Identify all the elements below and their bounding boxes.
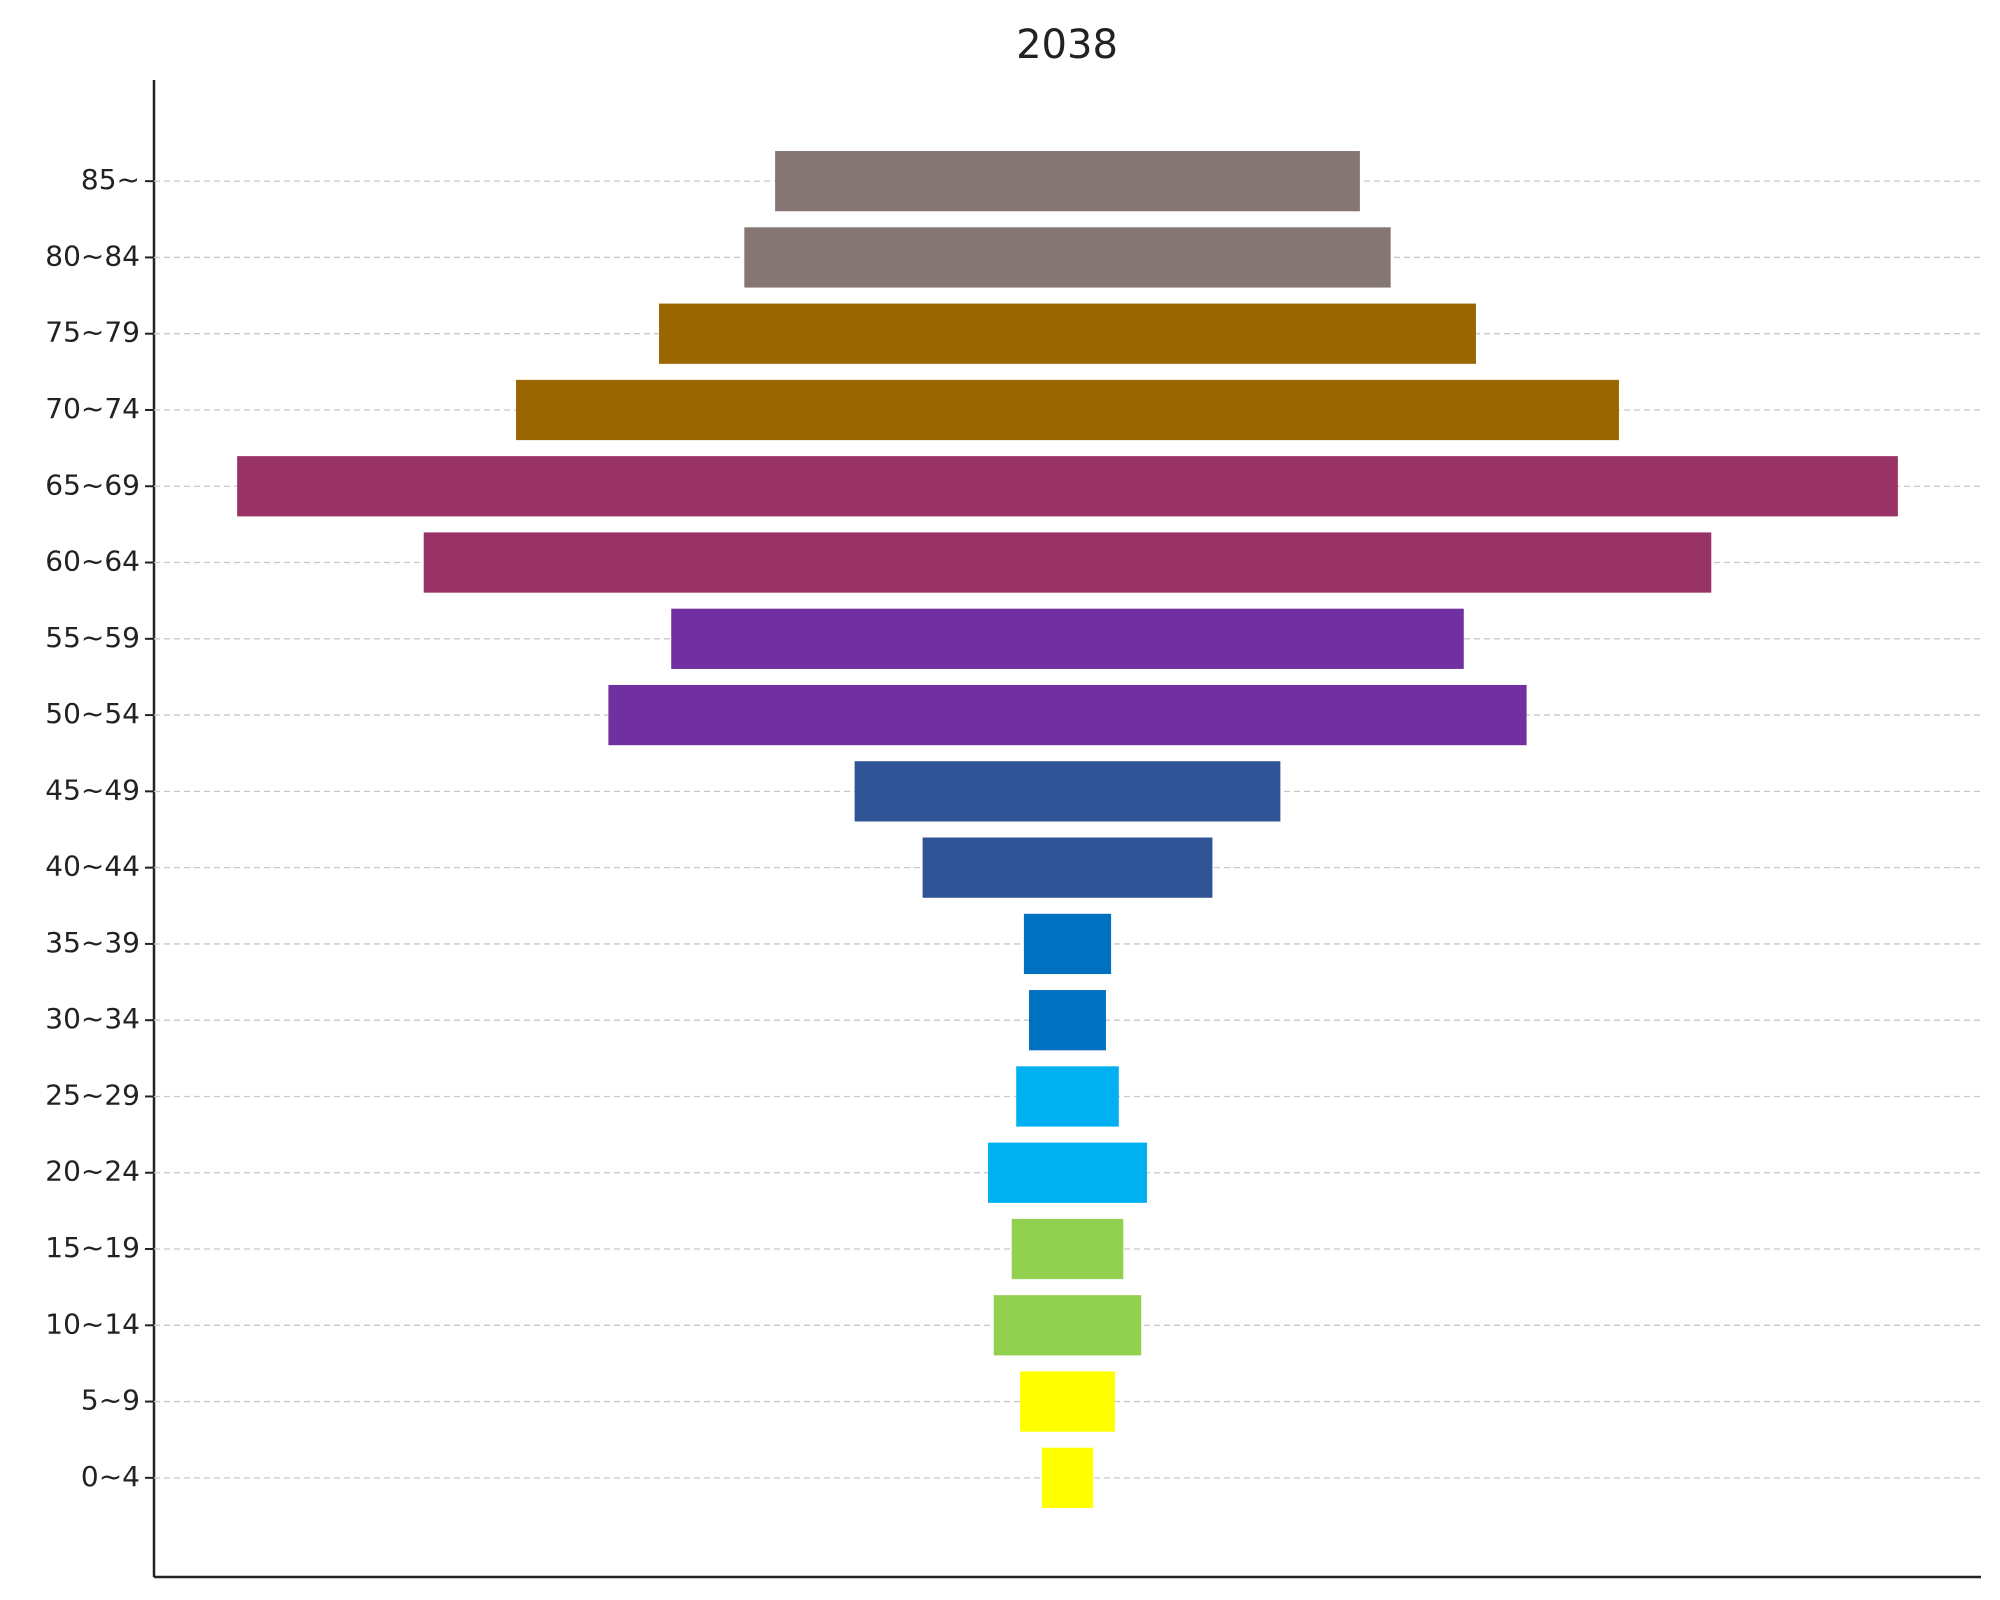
bar	[516, 379, 1619, 441]
y-tick-label: 15~19	[45, 1231, 140, 1264]
y-tick-label: 65~69	[45, 468, 140, 501]
bar	[1029, 990, 1106, 1051]
y-tick-label: 20~24	[45, 1155, 140, 1188]
y-tick-label: 40~44	[45, 850, 140, 883]
bar	[1023, 913, 1112, 975]
bar	[1041, 1447, 1094, 1508]
bar	[993, 1295, 1142, 1356]
bar	[922, 837, 1213, 898]
bar	[744, 227, 1391, 288]
bar	[1016, 1066, 1119, 1127]
y-tick-label: 55~59	[45, 621, 140, 654]
y-tick-label: 80~84	[45, 239, 140, 272]
y-tick-label: 60~64	[45, 545, 140, 578]
bar	[1020, 1371, 1115, 1432]
bar	[775, 151, 1360, 212]
y-tick-label: 70~74	[45, 392, 140, 425]
y-tick-label: 0~4	[81, 1460, 140, 1493]
y-tick-label: 10~14	[45, 1307, 140, 1340]
bar	[237, 456, 1898, 517]
y-tick-label: 30~34	[45, 1002, 140, 1035]
y-tick-label: 75~79	[45, 316, 140, 349]
y-tick-label: 5~9	[81, 1384, 140, 1417]
bar	[854, 761, 1281, 822]
bar	[987, 1142, 1148, 1203]
bar	[671, 608, 1464, 669]
bar	[423, 532, 1712, 593]
y-tick-label: 50~54	[45, 697, 140, 730]
bar	[1011, 1218, 1124, 1280]
bar	[608, 684, 1527, 746]
y-tick-label: 25~29	[45, 1078, 140, 1111]
chart-title: 2038	[1016, 22, 1118, 68]
bar	[659, 303, 1476, 364]
y-tick-label: 35~39	[45, 926, 140, 959]
y-tick-label: 85~	[81, 163, 140, 196]
y-tick-label: 45~49	[45, 773, 140, 806]
